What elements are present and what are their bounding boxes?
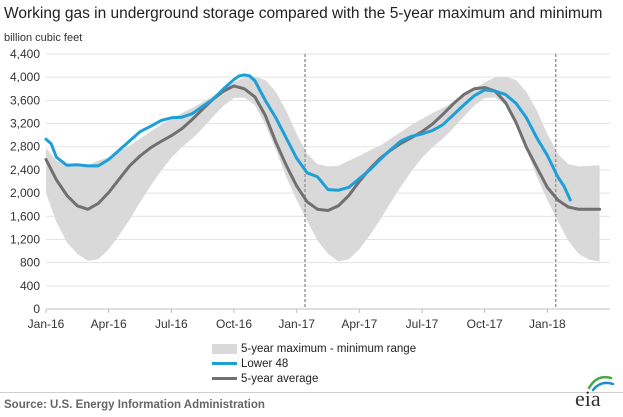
x-tick-label: Jul-16 (155, 317, 188, 331)
y-tick-label: 800 (20, 256, 40, 270)
y-tick-label: 4,000 (10, 70, 40, 84)
legend-swatch-average (212, 377, 237, 380)
x-tick-label: Oct-17 (467, 317, 503, 331)
y-tick-label: 2,000 (10, 186, 40, 200)
series-line-lower48 (44, 73, 572, 202)
x-tick-label: Oct-16 (216, 317, 252, 331)
source-note: Source: U.S. Energy Information Administ… (4, 399, 265, 411)
x-tick-label: Jan-16 (28, 317, 65, 331)
y-tick-label: 4,400 (10, 47, 40, 61)
y-tick-label: 2,800 (10, 140, 40, 154)
y-tick-label: 3,600 (10, 93, 40, 107)
vertical-marker-layer (304, 54, 557, 309)
range-band (46, 76, 600, 262)
legend-item-lower48: Lower 48 (212, 356, 416, 371)
footer-divider (0, 392, 623, 393)
y-tick-label: 0 (33, 302, 40, 316)
x-tick-label: Jan-18 (529, 317, 566, 331)
range-band-layer (46, 76, 600, 262)
series-line-average (44, 84, 602, 212)
eia-logo-icon (587, 375, 615, 392)
eia-logo: eia (575, 372, 619, 412)
y-tick-label: 400 (20, 279, 40, 293)
x-tick-label: Jul-17 (406, 317, 439, 331)
legend-label-lower48: Lower 48 (241, 357, 289, 370)
y-axis-unit-label: billion cubic feet (4, 32, 83, 44)
legend-swatch-lower48 (212, 362, 237, 365)
y-tick-label: 3,200 (10, 117, 40, 131)
legend-label-range: 5-year maximum - minimum range (241, 342, 417, 355)
x-tick-label: Apr-16 (91, 317, 127, 331)
y-tick-label: 1,600 (10, 209, 40, 223)
series-line-layer (44, 73, 602, 212)
legend: 5-year maximum - minimum range Lower 48 … (212, 341, 416, 386)
legend-swatch-range (212, 343, 237, 354)
axis-layer: 0 400 800 1,200 1,600 2,000 2,400 2,800 3,200 3,6… (10, 47, 610, 331)
eia-logo-text: eia (575, 386, 601, 411)
legend-item-average: 5-year average (212, 371, 416, 386)
legend-item-range: 5-year maximum - minimum range (212, 341, 416, 356)
chart-title: Working gas in underground storage compa… (4, 5, 603, 22)
y-tick-label: 1,200 (10, 232, 40, 246)
chart-canvas: 0 400 800 1,200 1,600 2,000 2,400 2,800 3,200 3,6… (10, 47, 610, 331)
x-tick-label: Apr-17 (341, 317, 377, 331)
y-tick-label: 2,400 (10, 163, 40, 177)
x-tick-label: Jan-17 (278, 317, 315, 331)
legend-label-average: 5-year average (241, 372, 319, 385)
